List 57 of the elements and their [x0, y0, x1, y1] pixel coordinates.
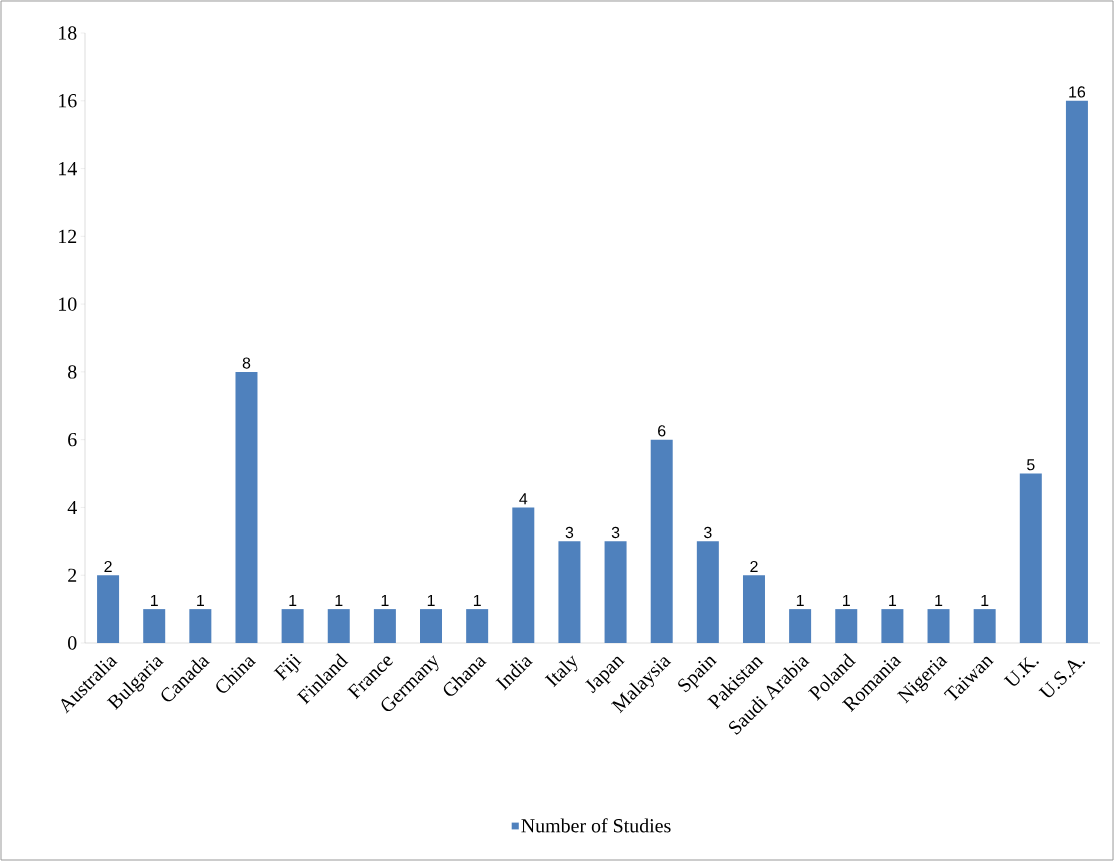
y-tick-label: 10: [59, 297, 77, 311]
data-label: 1: [381, 594, 389, 606]
y-tick-label: 12: [59, 229, 77, 243]
data-label: 16: [1069, 86, 1086, 98]
y-tick-label: 18: [59, 26, 77, 40]
data-label: 1: [289, 594, 297, 606]
bar: [973, 609, 996, 643]
bar: [512, 507, 535, 643]
data-label: 5: [1027, 459, 1035, 471]
bar: [1019, 473, 1042, 643]
data-label: 1: [427, 594, 435, 606]
data-label: 2: [104, 560, 112, 573]
bar: [742, 575, 765, 643]
bar: [235, 371, 258, 643]
data-label: 1: [473, 594, 481, 606]
y-tick-label: 6: [68, 432, 77, 447]
bar: [189, 609, 212, 643]
y-tick-label: 16: [59, 94, 77, 108]
data-label: 3: [611, 526, 620, 539]
bar: [466, 609, 489, 643]
bar: [420, 609, 443, 643]
bar: [696, 541, 719, 643]
data-label: 4: [519, 493, 528, 505]
data-label: 1: [150, 594, 158, 606]
data-label: 6: [658, 425, 666, 437]
bar: [650, 439, 673, 643]
data-label: 8: [242, 357, 251, 369]
bar: [143, 609, 166, 643]
data-label: 1: [335, 594, 343, 606]
x-tick-label: U.K.: [1003, 656, 1039, 686]
legend-label: Number of Studies: [521, 818, 671, 833]
data-label: 2: [750, 560, 758, 573]
y-tick-label: 8: [68, 365, 77, 379]
data-label: 1: [197, 594, 204, 606]
y-tick-label: 2: [68, 568, 77, 582]
data-label: 1: [843, 594, 850, 606]
data-label: 1: [981, 594, 989, 606]
y-tick-label: 4: [67, 500, 77, 514]
bar: [327, 609, 350, 643]
bar: [881, 609, 904, 643]
bar: [835, 609, 858, 643]
bar: [789, 609, 812, 643]
bar: [281, 609, 304, 643]
bar: [1065, 100, 1088, 643]
y-tick-label: 0: [68, 636, 77, 650]
y-tick-label: 14: [59, 161, 77, 176]
data-label: 3: [565, 526, 574, 539]
bar: [604, 541, 627, 643]
data-label: 1: [935, 594, 943, 606]
bar: [558, 541, 581, 643]
bar: [97, 575, 120, 643]
data-label: 3: [704, 526, 712, 539]
bar: [373, 609, 396, 643]
data-label: 1: [796, 594, 804, 606]
bar: [927, 609, 950, 643]
x-tick-label: Italy: [544, 655, 578, 688]
data-label: 1: [889, 594, 897, 606]
